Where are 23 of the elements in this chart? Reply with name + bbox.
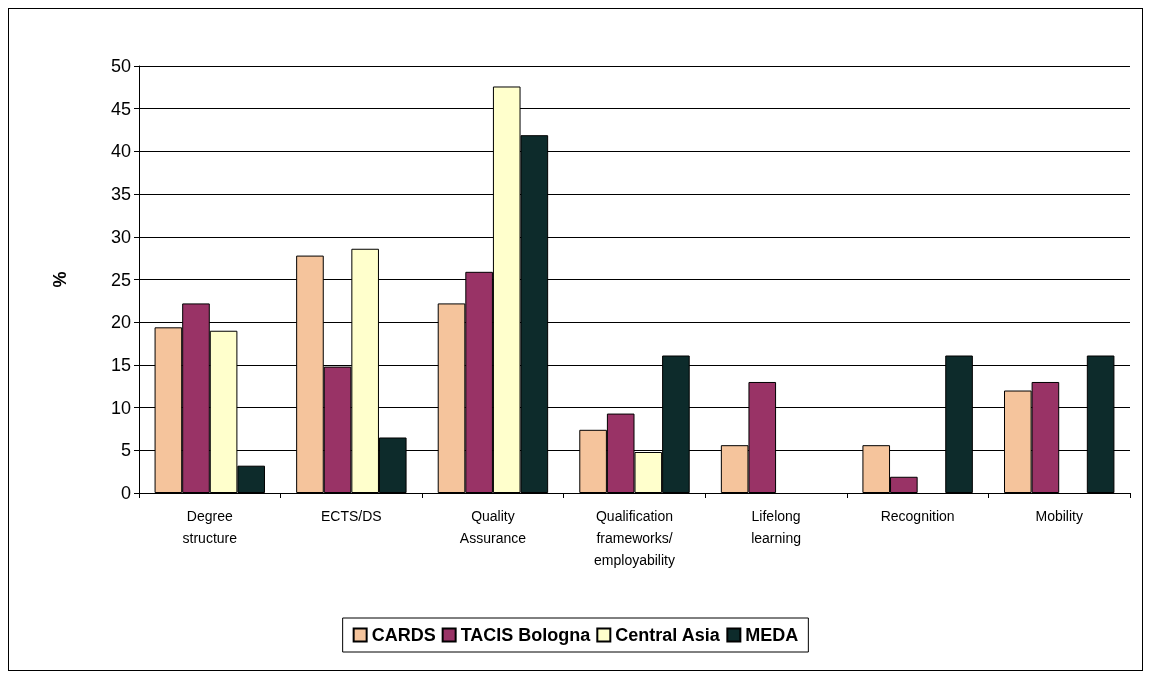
y-tick-label: 35 <box>110 184 131 205</box>
y-tick-label: 10 <box>110 397 131 418</box>
legend-label: TACIS Bologna <box>460 625 592 645</box>
x-tick-label: Recognition <box>880 508 955 524</box>
y-tick-label: 5 <box>120 440 131 461</box>
y-tick-label: 50 <box>110 56 131 76</box>
legend-label: Central Asia <box>615 625 721 645</box>
x-tick-label: Mobility <box>1035 508 1083 524</box>
x-tick-label: Degree structure <box>182 508 238 546</box>
y-tick-label: 45 <box>110 98 131 119</box>
y-tick-label: 30 <box>110 226 131 247</box>
x-tick-label: Quality Assurance <box>459 508 527 546</box>
x-tick-label: Lifelong learning <box>751 508 801 546</box>
legend-label: CARDS <box>371 625 436 645</box>
y-tick-label: 25 <box>110 269 131 290</box>
x-tick-label: ECTS/DS <box>321 508 382 524</box>
y-tick-label: 15 <box>110 354 131 375</box>
y-tick-label: 20 <box>110 312 131 333</box>
y-tick-label: 0 <box>120 483 131 503</box>
y-tick-label: 40 <box>110 141 131 162</box>
y-axis-title: % <box>50 271 70 288</box>
legend-label: MEDA <box>745 625 799 645</box>
x-tick-label: Qualification frameworks/ employability <box>594 508 675 568</box>
